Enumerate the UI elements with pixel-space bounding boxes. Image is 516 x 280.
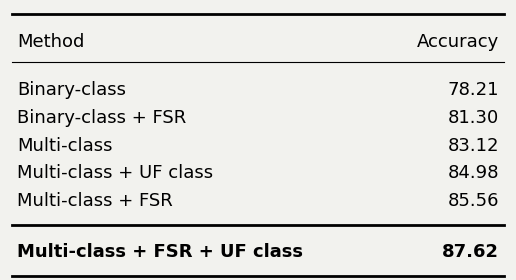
- Text: 83.12: 83.12: [448, 137, 499, 155]
- Text: Multi-class + FSR + UF class: Multi-class + FSR + UF class: [17, 243, 303, 261]
- Text: 85.56: 85.56: [448, 192, 499, 210]
- Text: 81.30: 81.30: [448, 109, 499, 127]
- Text: Multi-class: Multi-class: [17, 137, 112, 155]
- Text: Binary-class: Binary-class: [17, 81, 126, 99]
- Text: 87.62: 87.62: [442, 243, 499, 261]
- Text: Accuracy: Accuracy: [417, 32, 499, 51]
- Text: Binary-class + FSR: Binary-class + FSR: [17, 109, 186, 127]
- Text: Multi-class + FSR: Multi-class + FSR: [17, 192, 172, 210]
- Text: 84.98: 84.98: [448, 164, 499, 182]
- Text: Multi-class + UF class: Multi-class + UF class: [17, 164, 213, 182]
- Text: 78.21: 78.21: [448, 81, 499, 99]
- Text: Method: Method: [17, 32, 84, 51]
